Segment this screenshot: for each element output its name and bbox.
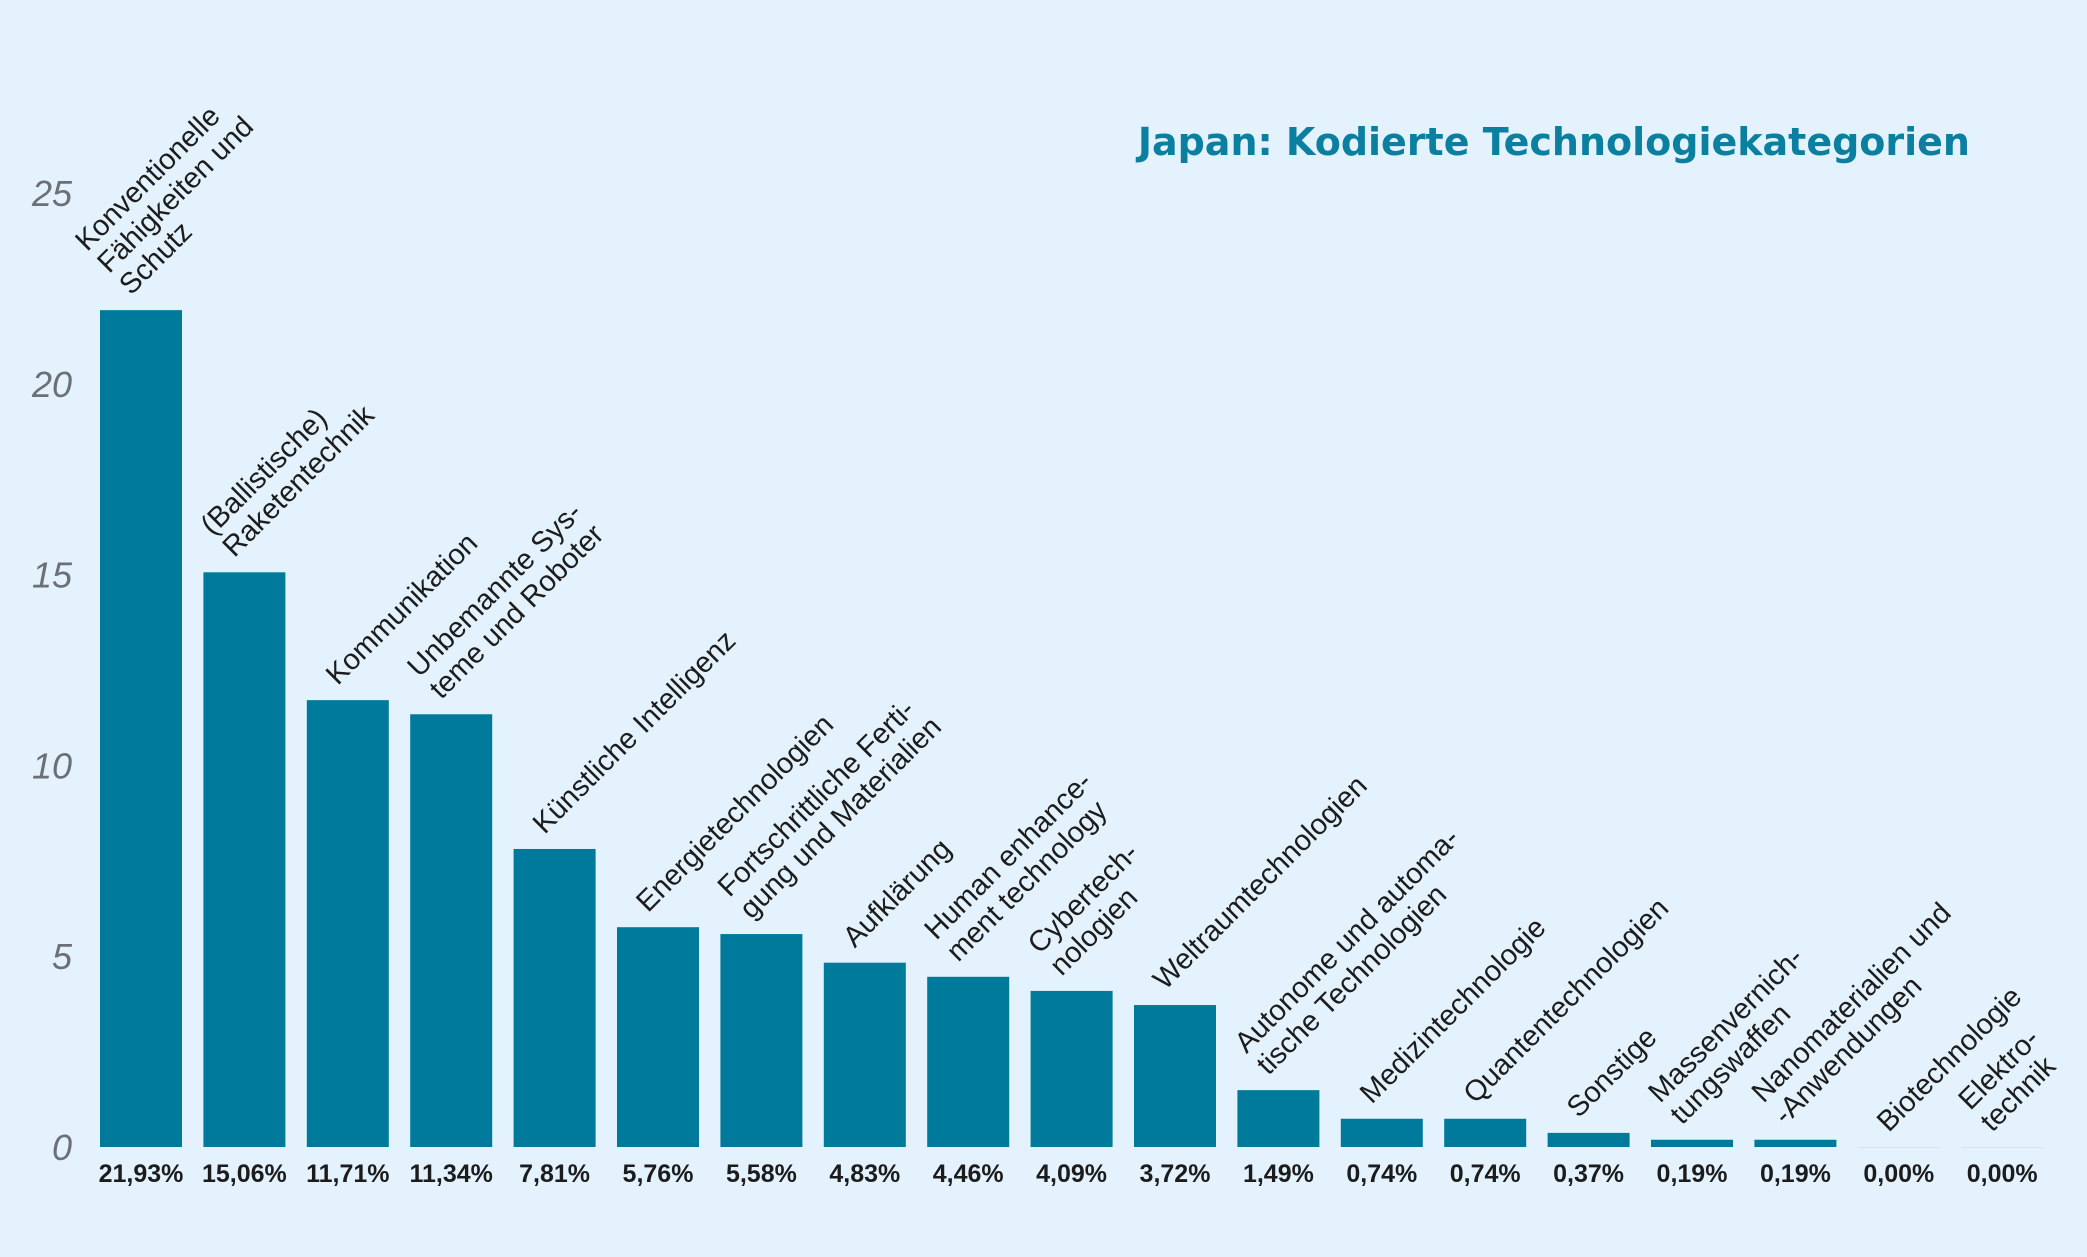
value-label: 11,71% bbox=[306, 1160, 389, 1188]
category-label: KonventionelleFähigkeiten undSchutz bbox=[69, 89, 281, 301]
y-axis: 0 5 10 15 20 25 bbox=[31, 173, 73, 1168]
bar bbox=[1857, 1147, 1940, 1148]
value-label: 7,81% bbox=[519, 1160, 590, 1188]
category-label-line: Sonstige bbox=[1561, 1021, 1663, 1123]
category-label: Quantentechnologien bbox=[1458, 892, 1676, 1110]
bar bbox=[1340, 1118, 1423, 1147]
bar bbox=[306, 700, 389, 1147]
value-label: 0,74% bbox=[1450, 1160, 1521, 1188]
category-label: (Ballistische)Raketentechnik bbox=[195, 377, 381, 563]
bar bbox=[720, 934, 803, 1147]
category-label-line: Quantentechnologien bbox=[1458, 892, 1676, 1110]
bar bbox=[1754, 1139, 1837, 1147]
bar bbox=[1237, 1090, 1320, 1147]
bar bbox=[410, 714, 493, 1147]
chart-title: Japan: Kodierte Technologiekategorien bbox=[1135, 120, 1970, 164]
y-tick-label: 20 bbox=[31, 364, 72, 405]
value-label: 0,19% bbox=[1657, 1160, 1728, 1188]
value-label: 0,74% bbox=[1346, 1160, 1417, 1188]
bar bbox=[927, 976, 1010, 1147]
bars: 21,93% KonventionelleFähigkeiten undSchut… bbox=[69, 89, 2062, 1188]
bar bbox=[1134, 1005, 1216, 1147]
y-tick-label: 25 bbox=[31, 173, 73, 214]
bar bbox=[1444, 1118, 1527, 1147]
value-label: 0,19% bbox=[1760, 1160, 1831, 1188]
bar bbox=[823, 962, 906, 1147]
y-tick-label: 0 bbox=[52, 1127, 72, 1168]
value-label: 15,06% bbox=[202, 1160, 287, 1188]
value-label: 1,49% bbox=[1243, 1160, 1314, 1188]
bar bbox=[1547, 1132, 1630, 1147]
category-label: Künstliche Intelligenz bbox=[527, 625, 742, 840]
category-label: Sonstige bbox=[1561, 1021, 1663, 1123]
bar bbox=[100, 310, 182, 1147]
value-label: 0,00% bbox=[1863, 1160, 1934, 1188]
value-label: 0,00% bbox=[1967, 1160, 2038, 1188]
y-tick-label: 15 bbox=[32, 555, 73, 596]
value-label: 4,46% bbox=[933, 1160, 1004, 1188]
value-label: 0,37% bbox=[1553, 1160, 1624, 1188]
bar bbox=[513, 848, 596, 1147]
value-label: 3,72% bbox=[1140, 1160, 1211, 1188]
bar bbox=[1030, 990, 1113, 1147]
value-label: 5,58% bbox=[726, 1160, 797, 1188]
y-tick-label: 10 bbox=[32, 745, 72, 786]
value-label: 4,09% bbox=[1036, 1160, 1107, 1188]
value-label: 5,76% bbox=[623, 1160, 694, 1188]
value-label: 21,93% bbox=[99, 1160, 184, 1188]
y-tick-label: 5 bbox=[52, 936, 73, 977]
bar bbox=[1651, 1139, 1733, 1147]
category-label-line: Künstliche Intelligenz bbox=[527, 625, 742, 840]
bar bbox=[617, 927, 699, 1147]
bar bbox=[1961, 1147, 2044, 1148]
value-label: 4,83% bbox=[829, 1160, 900, 1188]
value-label: 11,34% bbox=[409, 1160, 492, 1188]
bar bbox=[203, 572, 286, 1147]
